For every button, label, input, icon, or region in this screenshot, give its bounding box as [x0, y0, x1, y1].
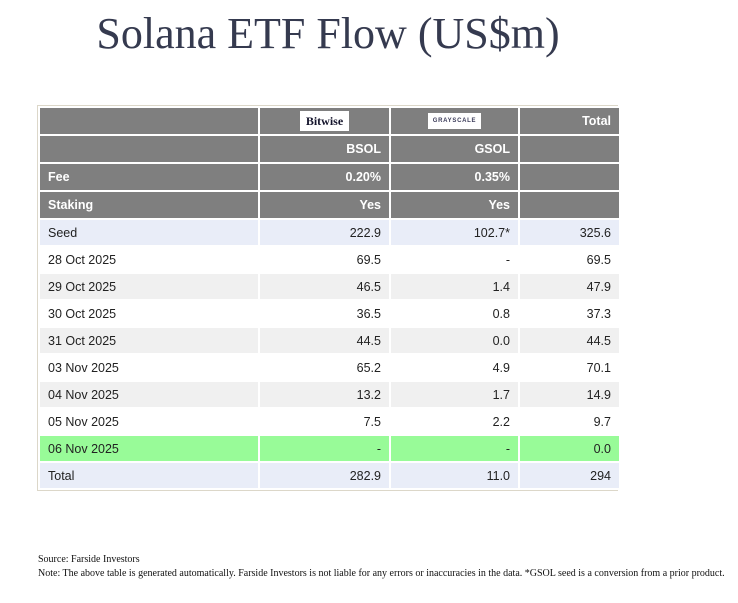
table-row: 06 Nov 2025- -0.0 — [38, 434, 621, 463]
table-row: 29 Oct 2025 46.5 1.4 47.9 — [38, 272, 621, 301]
date-label-cell: 03 Nov 2025 — [38, 353, 260, 382]
fee-bsol-cell: 0.20% — [258, 162, 391, 192]
date-label-cell: Seed — [38, 218, 260, 247]
ticker-total-empty-cell — [518, 134, 621, 164]
total-value-cell: 9.7 — [518, 407, 621, 436]
staking-total-empty-cell — [518, 190, 621, 220]
bsol-value-cell: 65.2 — [258, 353, 391, 382]
bitwise-logo-cell: Bitwise — [258, 106, 391, 136]
total-column-header: Total — [518, 106, 621, 136]
fee-row: Fee 0.20% 0.35% — [38, 162, 621, 192]
total-value-cell: 294 — [518, 461, 621, 490]
table-row: 28 Oct 2025 69.5-69.5 — [38, 245, 621, 274]
date-label-cell: Total — [38, 461, 260, 490]
gsol-ticker-cell: GSOL — [389, 134, 520, 164]
table-row: Seed 222.9 102.7* 325.6 — [38, 218, 621, 247]
staking-bsol-cell: Yes — [258, 190, 391, 220]
fee-label-cell: Fee — [38, 162, 260, 192]
date-label-cell: 28 Oct 2025 — [38, 245, 260, 274]
gsol-value-cell: 4.9 — [389, 353, 520, 382]
bsol-value-cell: 13.2 — [258, 380, 391, 409]
date-label-cell: 04 Nov 2025 — [38, 380, 260, 409]
table-row: 03 Nov 2025 65.2 4.9 70.1 — [38, 353, 621, 382]
table-row: 04 Nov 2025 13.2 1.7 14.9 — [38, 380, 621, 409]
bsol-value-cell: 44.5 — [258, 326, 391, 355]
etf-flow-table-container: Bitwise GRAYSCALE Total BSOL GSOL Fee 0.… — [37, 105, 621, 491]
fee-gsol-cell: 0.35% — [389, 162, 520, 192]
staking-gsol-cell: Yes — [389, 190, 520, 220]
source-text: Source: Farside Investors — [38, 554, 140, 565]
footer: Source: Farside Investors Note: The abov… — [38, 553, 728, 581]
gsol-value-cell: 11.0 — [389, 461, 520, 490]
bsol-ticker-cell: BSOL — [258, 134, 391, 164]
total-value-cell: 14.9 — [518, 380, 621, 409]
ticker-empty-cell — [38, 134, 260, 164]
date-label-cell: 31 Oct 2025 — [38, 326, 260, 355]
bsol-value-cell: 46.5 — [258, 272, 391, 301]
note-text: Note: The above table is generated autom… — [38, 568, 725, 579]
page-title: Solana ETF Flow (US$m) — [96, 9, 560, 58]
total-value-cell: 69.5 — [518, 245, 621, 274]
bsol-value-cell: 282.9 — [258, 461, 391, 490]
fee-total-empty-cell — [518, 162, 621, 192]
total-value-cell: 47.9 — [518, 272, 621, 301]
bsol-value-cell: 7.5 — [258, 407, 391, 436]
bsol-value-cell: - — [258, 434, 391, 463]
issuer-empty-cell — [38, 106, 260, 136]
issuer-header-row: Bitwise GRAYSCALE Total — [38, 106, 621, 136]
gsol-value-cell: - — [389, 245, 520, 274]
staking-row: Staking Yes Yes — [38, 190, 621, 220]
ticker-header-row: BSOL GSOL — [38, 134, 621, 164]
table-row: 31 Oct 2025 44.5 0.0 44.5 — [38, 326, 621, 355]
date-label-cell: 05 Nov 2025 — [38, 407, 260, 436]
gsol-value-cell: 1.4 — [389, 272, 520, 301]
bsol-value-cell: 36.5 — [258, 299, 391, 328]
table-row: 05 Nov 2025 7.5 2.2 9.7 — [38, 407, 621, 436]
total-value-cell: 44.5 — [518, 326, 621, 355]
total-value-cell: 70.1 — [518, 353, 621, 382]
grayscale-logo: GRAYSCALE — [427, 113, 482, 129]
date-label-cell: 06 Nov 2025 — [38, 434, 260, 463]
gsol-value-cell: 0.0 — [389, 326, 520, 355]
gsol-value-cell: - — [389, 434, 520, 463]
total-value-cell: 37.3 — [518, 299, 621, 328]
table-row: Total 282.9 11.0 294 — [38, 461, 621, 490]
bsol-value-cell: 222.9 — [258, 218, 391, 247]
gsol-value-cell: 1.7 — [389, 380, 520, 409]
bitwise-logo: Bitwise — [299, 111, 350, 131]
staking-label-cell: Staking — [38, 190, 260, 220]
total-value-cell: 0.0 — [518, 434, 621, 463]
table-body: Seed 222.9 102.7* 325.6 28 Oct 2025 69.5-69.5… — [38, 218, 621, 490]
gsol-value-cell: 2.2 — [389, 407, 520, 436]
table-row: 30 Oct 2025 36.5 0.8 37.3 — [38, 299, 621, 328]
grayscale-logo-cell: GRAYSCALE — [389, 106, 520, 136]
gsol-value-cell: 0.8 — [389, 299, 520, 328]
date-label-cell: 30 Oct 2025 — [38, 299, 260, 328]
bsol-value-cell: 69.5 — [258, 245, 391, 274]
etf-flow-table: Bitwise GRAYSCALE Total BSOL GSOL Fee 0.… — [38, 106, 621, 490]
gsol-value-cell: 102.7* — [389, 218, 520, 247]
total-value-cell: 325.6 — [518, 218, 621, 247]
date-label-cell: 29 Oct 2025 — [38, 272, 260, 301]
